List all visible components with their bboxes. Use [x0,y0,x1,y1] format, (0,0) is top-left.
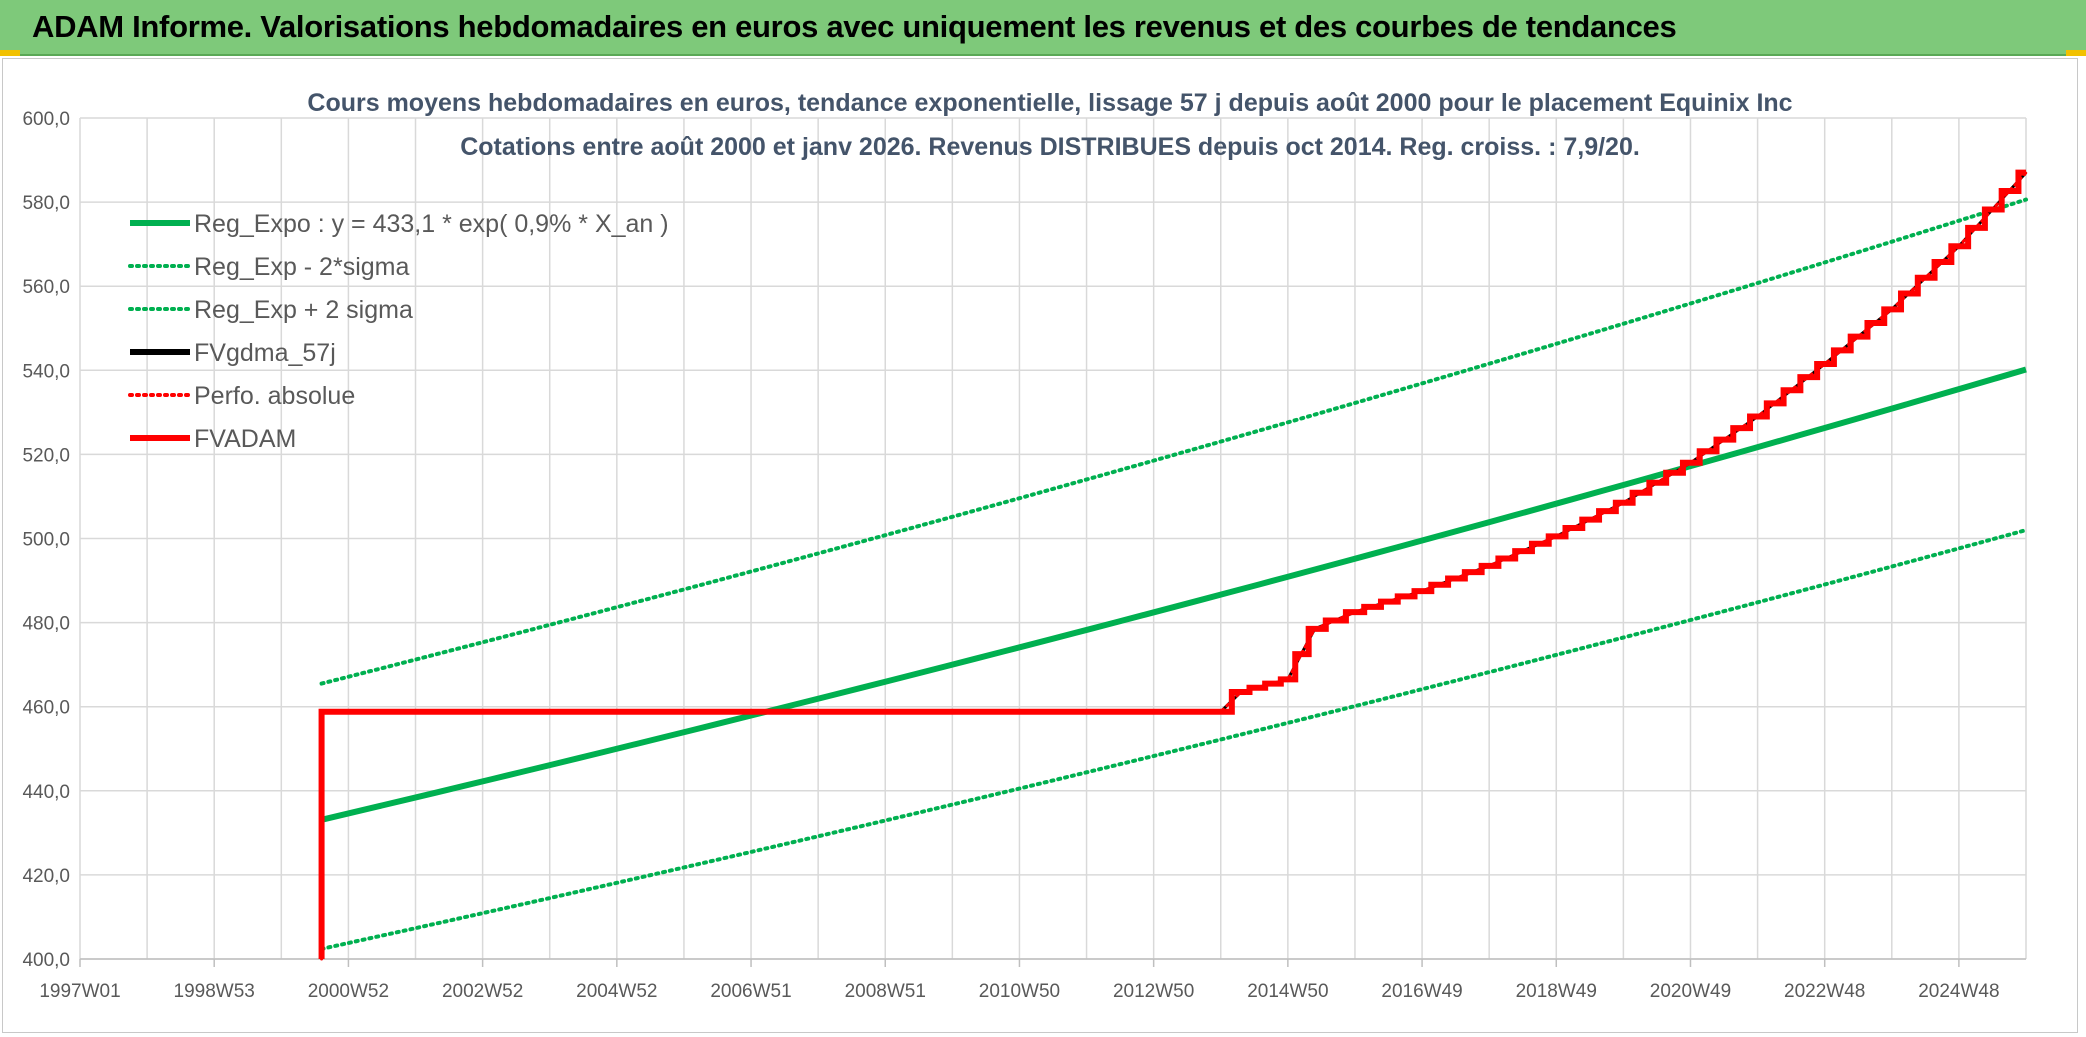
chart-title: Cours moyens hebdomadaires en euros, ten… [307,89,1792,117]
corner-marker [0,50,20,56]
chart-frame [2,58,2078,1033]
x-tick-label: 2024W48 [1918,981,1999,1002]
x-tick-label: 2022W48 [1784,981,1865,1002]
y-tick-label: 460,0 [22,698,70,719]
series-line-5 [318,169,2026,959]
y-tick-label: 500,0 [22,530,70,551]
x-tick-label: 2000W52 [308,981,389,1002]
y-tick-label: 540,0 [22,361,70,382]
x-tick-label: 2006W51 [710,981,791,1002]
x-tick-label: 2012W50 [1113,981,1194,1002]
series-line-2 [319,197,2028,686]
y-tick-label: 420,0 [22,866,70,887]
y-tick-label: 520,0 [22,445,70,466]
legend-label: Reg_Exp - 2*sigma [194,253,409,281]
chart-subtitle: Cotations entre août 2000 et janv 2026. … [460,133,1640,161]
x-axis: 1997W01 1998W53 2000W52 2002W52 2004W52 2006W… [39,959,2000,1002]
y-tick-label: 480,0 [22,614,70,635]
series-group [318,169,2028,961]
legend: Reg_Expo : y = 433,1 * exp( 0,9% * X_an … [128,210,669,453]
y-tick-label: 400,0 [22,950,70,971]
series-line-4 [320,171,2028,961]
series-line-3 [320,171,2028,959]
legend-label: Reg_Expo : y = 433,1 * exp( 0,9% * X_an … [194,210,669,238]
x-tick-label: 2004W52 [576,981,657,1002]
report-title: ADAM Informe. Valorisations hebdomadaire… [32,9,1677,44]
x-tick-label: 2020W49 [1650,981,1731,1002]
y-tick-label: 560,0 [22,277,70,298]
x-tick-label: 2014W50 [1247,981,1328,1002]
report-banner: ADAM Informe. Valorisations hebdomadaire… [0,0,2086,56]
legend-label: Reg_Exp + 2 sigma [194,296,413,324]
x-tick-label: 2008W51 [845,981,926,1002]
grid [79,117,2027,960]
x-tick-label: 2010W50 [979,981,1060,1002]
x-tick-label: 2016W49 [1381,981,1462,1002]
x-tick-label: 2002W52 [442,981,523,1002]
x-tick-label: 1998W53 [174,981,255,1002]
legend-label: Perfo. absolue [194,382,355,410]
legend-label: FVADAM [194,425,296,453]
y-axis: 400,0 420,0 440,0 460,0 480,0 500,0 520,0 540,0… [22,109,70,971]
series-line-1 [319,528,2028,951]
series-line-0 [320,366,2027,823]
y-tick-label: 440,0 [22,782,70,803]
legend-label: FVgdma_57j [194,339,336,367]
y-tick-label: 580,0 [22,193,70,214]
x-tick-label: 2018W49 [1516,981,1597,1002]
x-tick-label: 1997W01 [39,981,120,1002]
corner-marker [2066,50,2086,56]
y-tick-label: 600,0 [22,109,70,130]
